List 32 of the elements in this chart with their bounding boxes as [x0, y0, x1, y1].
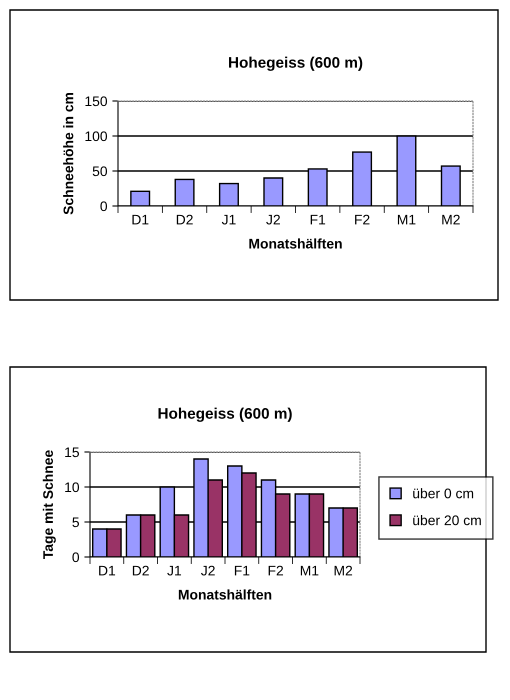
x-tick-label: J1 — [167, 566, 182, 576]
y-axis-title: Tage mit Schnee — [42, 450, 56, 560]
y-tick-label: 10 — [65, 482, 80, 492]
y-tick-label: 15 — [65, 447, 80, 458]
x-axis-title: Monatshälften — [249, 238, 342, 249]
y-tick-label: 100 — [85, 131, 108, 142]
x-tick-label: D2 — [176, 214, 193, 224]
y-axis-title: Schneehöhe in cm — [63, 93, 74, 214]
x-tick-label: J1 — [222, 214, 236, 225]
x-axis-title: Monatshälften — [178, 589, 272, 600]
y-tick-label: 150 — [85, 96, 108, 106]
x-tick-label: M2 — [334, 566, 352, 576]
x-tick-label: F2 — [268, 566, 284, 576]
chart-title: Hohegeiss (600 m) — [158, 408, 292, 422]
legend-label: über 0 cm — [413, 488, 474, 498]
chart-title: Hohegeiss (600 m) — [229, 56, 362, 71]
x-tick-label: F1 — [234, 566, 250, 576]
x-tick-label: M1 — [300, 566, 318, 576]
y-tick-label: 0 — [72, 552, 80, 562]
legend-label: über 20 cm — [413, 515, 481, 526]
x-tick-label: M2 — [442, 214, 460, 224]
y-tick-label: 0 — [100, 201, 108, 212]
x-tick-label: D2 — [132, 566, 149, 576]
x-tick-label: D1 — [99, 566, 116, 576]
x-tick-label: M1 — [398, 214, 416, 224]
x-tick-label: F1 — [310, 214, 326, 224]
x-tick-label: F2 — [355, 214, 370, 224]
y-tick-label: 5 — [72, 517, 79, 528]
x-tick-label: J2 — [201, 566, 215, 576]
x-tick-label: D1 — [132, 214, 148, 224]
x-tick-label: J2 — [266, 214, 280, 225]
y-tick-label: 50 — [92, 166, 108, 176]
